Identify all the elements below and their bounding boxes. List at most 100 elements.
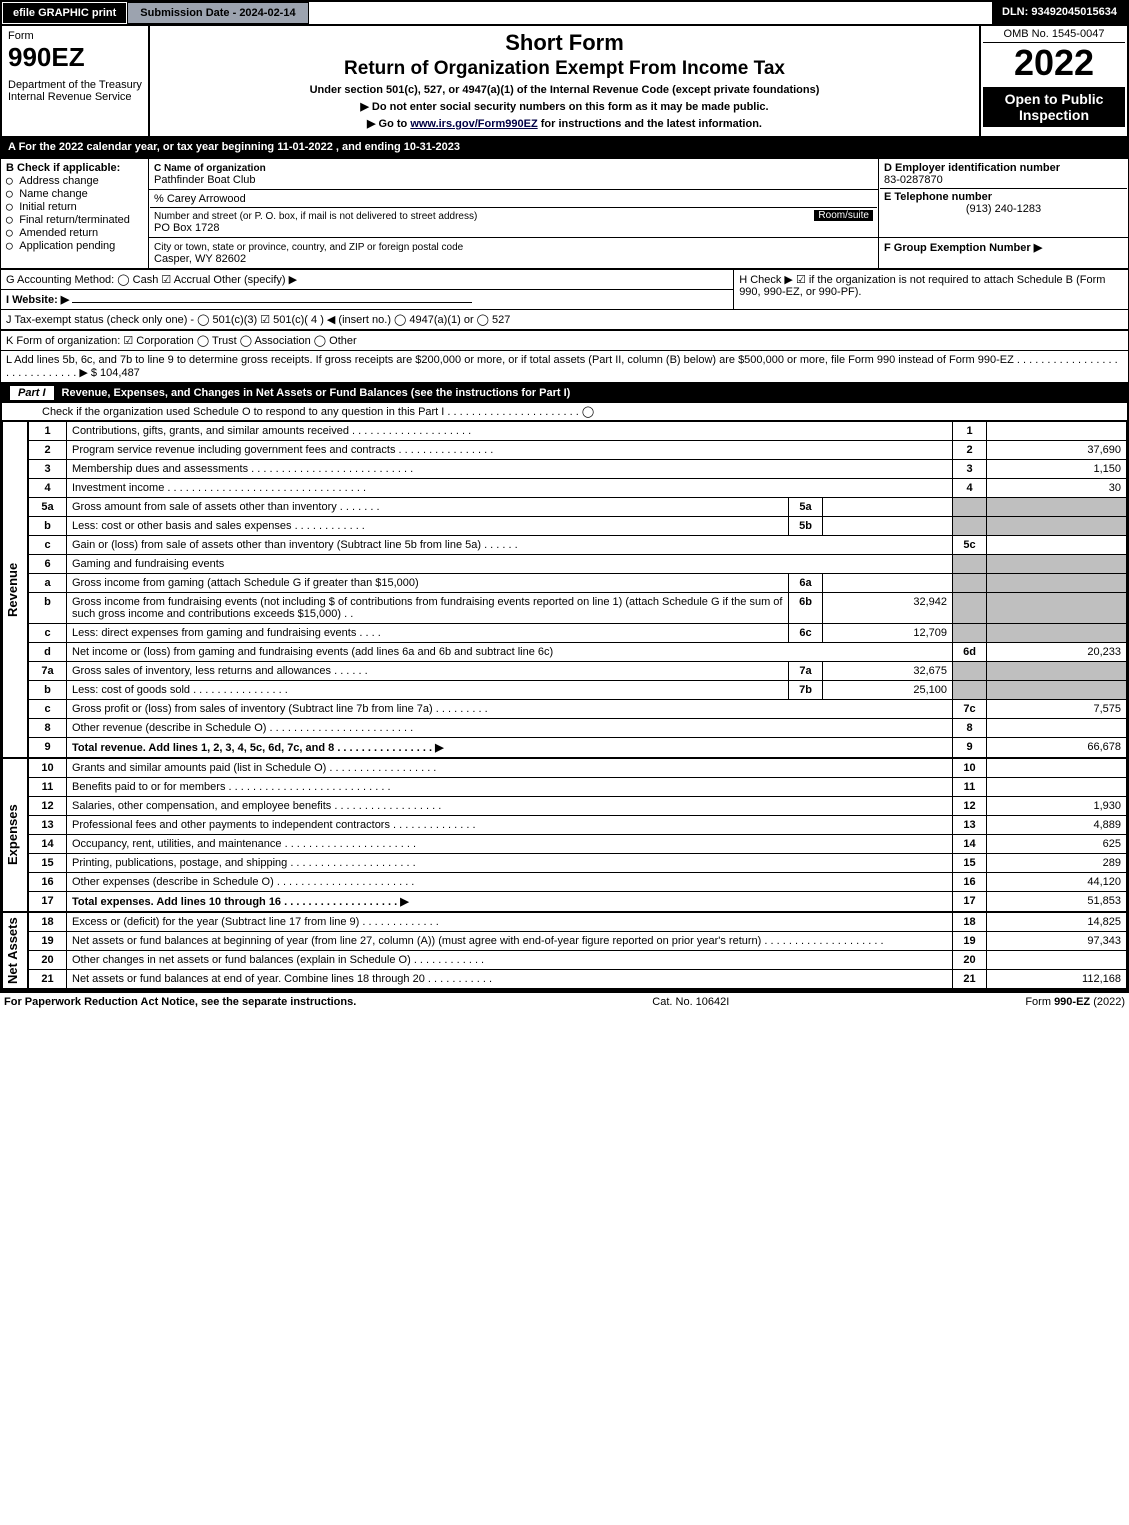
part1-tab: Part I	[10, 386, 54, 400]
l16-rn: 16	[953, 873, 987, 892]
l6b-sv: 32,942	[823, 593, 953, 624]
l6a-rn-shade	[953, 574, 987, 593]
box-c-street: % Carey Arrowood Number and street (or P…	[149, 190, 879, 238]
box-f: F Group Exemption Number ▶	[879, 238, 1129, 269]
l1-desc: Contributions, gifts, grants, and simila…	[72, 425, 349, 437]
l10-rn: 10	[953, 759, 987, 778]
l5b-desc: Less: cost or other basis and sales expe…	[72, 520, 292, 532]
g-h-block: G Accounting Method: ◯ Cash ☑ Accrual Ot…	[0, 269, 1129, 330]
l18-desc: Excess or (deficit) for the year (Subtra…	[72, 916, 359, 928]
l6d-num: d	[29, 643, 67, 662]
l5b-sv	[823, 517, 953, 536]
subtitle-section: Under section 501(c), 527, or 4947(a)(1)…	[158, 84, 971, 96]
l5b-num: b	[29, 517, 67, 536]
box-c-name-label: C Name of organization	[154, 163, 266, 174]
subtitle-ssn: ▶ Do not enter social security numbers o…	[158, 100, 971, 113]
l9-num: 9	[29, 738, 67, 758]
l7a-num: 7a	[29, 662, 67, 681]
l16-val: 44,120	[987, 873, 1127, 892]
l21-desc: Net assets or fund balances at end of ye…	[72, 973, 425, 985]
chk-address-change[interactable]: ◯	[6, 174, 19, 187]
l10-num: 10	[29, 759, 67, 778]
l7b-sv: 25,100	[823, 681, 953, 700]
l7b-rn-shade	[953, 681, 987, 700]
submission-date: Submission Date - 2024-02-14	[127, 2, 308, 24]
chk-amended-return[interactable]: ◯	[6, 226, 19, 239]
l12-rn: 12	[953, 797, 987, 816]
revenue-section: Revenue 1Contributions, gifts, grants, a…	[2, 421, 1127, 758]
l11-rn: 11	[953, 778, 987, 797]
opt-name-change: Name change	[19, 188, 88, 200]
irs-link[interactable]: www.irs.gov/Form990EZ	[410, 118, 537, 130]
page-footer: For Paperwork Reduction Act Notice, see …	[0, 991, 1129, 1011]
l4-val: 30	[987, 479, 1127, 498]
l6-num: 6	[29, 555, 67, 574]
l6a-sn: 6a	[789, 574, 823, 593]
l1-num: 1	[29, 422, 67, 441]
opt-final-return: Final return/terminated	[19, 214, 130, 226]
l18-rn: 18	[953, 913, 987, 932]
l11-desc: Benefits paid to or for members	[72, 781, 225, 793]
expenses-section: Expenses 10 Grants and similar amounts pa…	[2, 758, 1127, 912]
part1-check: Check if the organization used Schedule …	[2, 403, 1127, 421]
l20-val	[987, 951, 1127, 970]
l3-num: 3	[29, 460, 67, 479]
l6c-sn: 6c	[789, 624, 823, 643]
chk-final-return[interactable]: ◯	[6, 213, 19, 226]
l7b-val-shade	[987, 681, 1127, 700]
chk-initial-return[interactable]: ◯	[6, 200, 19, 213]
opt-address-change: Address change	[19, 175, 99, 187]
street-value: PO Box 1728	[154, 222, 219, 234]
efile-print-button[interactable]: efile GRAPHIC print	[2, 2, 127, 24]
city-label: City or town, state or province, country…	[154, 242, 463, 253]
l11-num: 11	[29, 778, 67, 797]
l6c-val-shade	[987, 624, 1127, 643]
l16-desc: Other expenses (describe in Schedule O)	[72, 876, 274, 888]
dln-label: DLN: 93492045015634	[992, 2, 1127, 24]
l2-num: 2	[29, 441, 67, 460]
dept-treasury: Department of the Treasury	[8, 79, 142, 91]
k-l-block: K Form of organization: ☑ Corporation ◯ …	[0, 330, 1129, 383]
l6b-rn-shade	[953, 593, 987, 624]
l6d-rn: 6d	[953, 643, 987, 662]
form-header: Form 990EZ Department of the Treasury In…	[0, 26, 1129, 138]
header-details-table: B Check if applicable: ◯ Address change …	[0, 158, 1129, 269]
opt-initial-return: Initial return	[19, 201, 76, 213]
part1-title: Revenue, Expenses, and Changes in Net As…	[62, 387, 571, 399]
l15-rn: 15	[953, 854, 987, 873]
subtitle-goto: ▶ Go to www.irs.gov/Form990EZ for instru…	[158, 117, 971, 130]
chk-name-change[interactable]: ◯	[6, 187, 19, 200]
l17-rn: 17	[953, 892, 987, 912]
box-e-label: E Telephone number	[884, 191, 992, 203]
l2-val: 37,690	[987, 441, 1127, 460]
l10-val	[987, 759, 1127, 778]
l7c-num: c	[29, 700, 67, 719]
l14-num: 14	[29, 835, 67, 854]
l4-rn: 4	[953, 479, 987, 498]
l5c-val	[987, 536, 1127, 555]
l20-rn: 20	[953, 951, 987, 970]
box-b: B Check if applicable: ◯ Address change …	[1, 159, 149, 269]
care-of: % Carey Arrowood	[154, 193, 246, 205]
expenses-sidebar: Expenses	[2, 758, 28, 912]
l21-val: 112,168	[987, 970, 1127, 989]
chk-application-pending[interactable]: ◯	[6, 239, 19, 252]
l13-val: 4,889	[987, 816, 1127, 835]
l5b-rn-shade	[953, 517, 987, 536]
open-public-inspection: Open to Public Inspection	[983, 87, 1125, 127]
box-d-label: D Employer identification number	[884, 162, 1060, 174]
l21-num: 21	[29, 970, 67, 989]
l5a-num: 5a	[29, 498, 67, 517]
box-b-label: B Check if applicable:	[6, 162, 120, 174]
opt-amended-return: Amended return	[19, 227, 98, 239]
part1-bar: Part I Revenue, Expenses, and Changes in…	[2, 383, 1127, 403]
l8-val	[987, 719, 1127, 738]
top-bar: efile GRAPHIC print Submission Date - 20…	[0, 0, 1129, 26]
l14-rn: 14	[953, 835, 987, 854]
l9-desc: Total revenue. Add lines 1, 2, 3, 4, 5c,…	[72, 742, 444, 754]
l21-rn: 21	[953, 970, 987, 989]
line-a: A For the 2022 calendar year, or tax yea…	[0, 138, 1129, 158]
org-name: Pathfinder Boat Club	[154, 174, 256, 186]
l10-desc: Grants and similar amounts paid (list in…	[72, 762, 326, 774]
title-short-form: Short Form	[158, 30, 971, 56]
